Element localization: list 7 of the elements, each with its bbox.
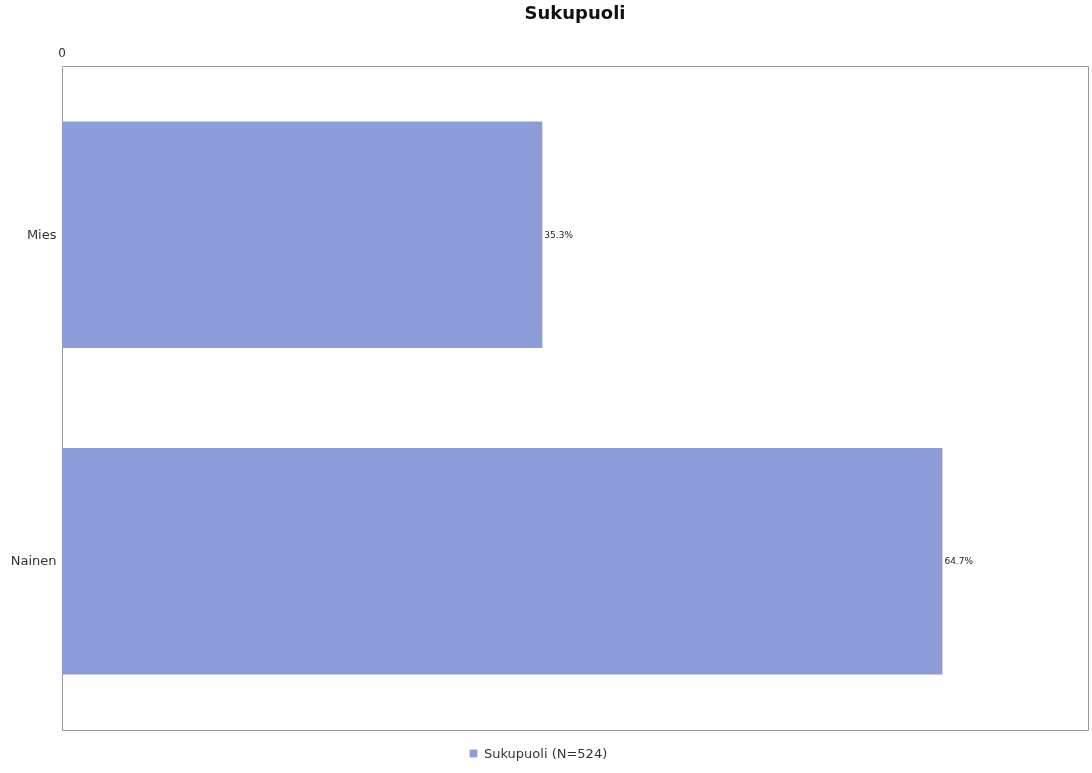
legend-label: Sukupuoli (N=524) — [484, 745, 608, 761]
text: 0 — [58, 46, 66, 60]
data-label: 35.3% — [544, 229, 574, 240]
y-tick-label: Nainen — [10, 553, 57, 569]
y-tick-label: Mies — [26, 226, 57, 242]
chart-title: Sukupuoli — [524, 2, 626, 23]
data-label: 64.7% — [944, 556, 974, 567]
